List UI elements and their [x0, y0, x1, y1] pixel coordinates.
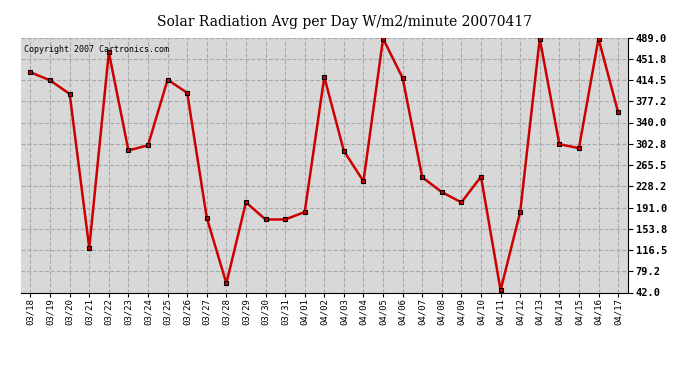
Text: Solar Radiation Avg per Day W/m2/minute 20070417: Solar Radiation Avg per Day W/m2/minute …	[157, 15, 533, 29]
Text: Copyright 2007 Cartronics.com: Copyright 2007 Cartronics.com	[23, 45, 169, 54]
